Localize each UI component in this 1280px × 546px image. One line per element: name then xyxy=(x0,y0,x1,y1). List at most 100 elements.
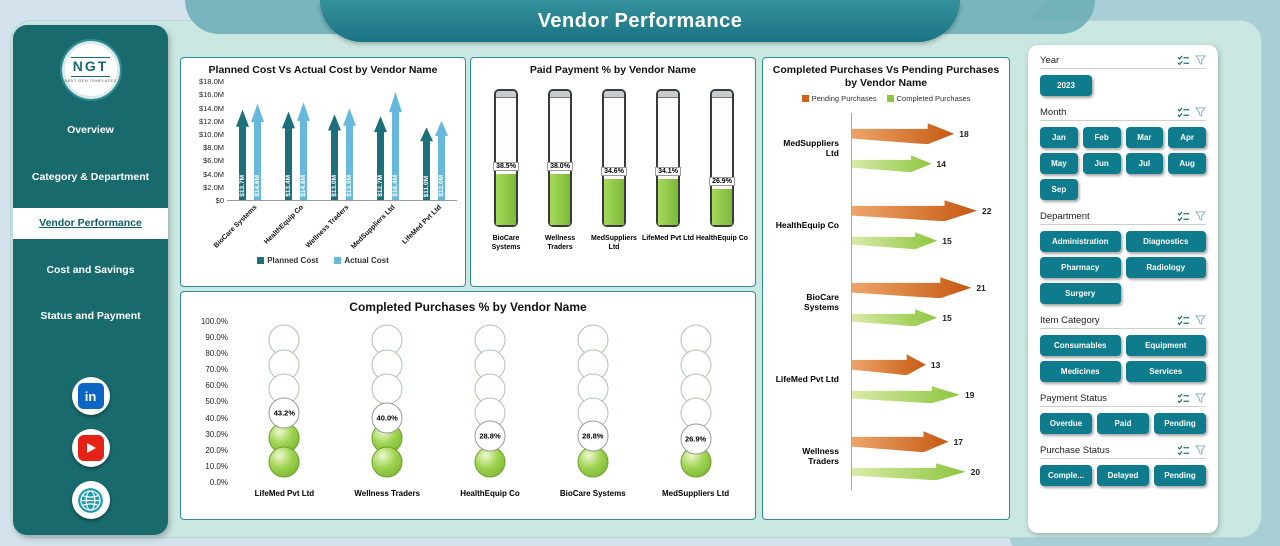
filter-icon[interactable] xyxy=(1195,55,1206,66)
filter-button-feb[interactable]: Feb xyxy=(1082,127,1121,148)
gauge-healthequip-co: 26.9% HealthEquip Co xyxy=(695,89,749,252)
legend-planned-cost: Planned Cost xyxy=(257,256,318,265)
gauge-fill xyxy=(658,179,678,226)
filter-button-overdue[interactable]: Overdue xyxy=(1040,413,1092,434)
slicer-header-icons xyxy=(1177,445,1206,456)
chart-title: Completed Purchases Vs Pending Purchases… xyxy=(772,64,1000,90)
y-axis: 100.0% 90.0% 80.0% 70.0% 60.0% 50.0% 40.0% 30.0… xyxy=(189,317,233,487)
slicer-month: Month Jan Feb Mar Apr May Jun Jul Aug Sep xyxy=(1040,107,1206,200)
multiselect-icon[interactable] xyxy=(1177,107,1190,118)
bar-value-label: $13.9M xyxy=(346,175,353,198)
gauge-cap xyxy=(496,91,516,99)
filter-button-2023[interactable]: 2023 xyxy=(1040,75,1092,96)
slicer-header: Payment Status xyxy=(1040,393,1206,407)
bar-actual-cost: $14.6M xyxy=(251,103,264,201)
multiselect-icon[interactable] xyxy=(1177,393,1190,404)
filter-button-consumables[interactable]: Consumables xyxy=(1040,335,1121,356)
filter-icon[interactable] xyxy=(1195,107,1206,118)
filter-icon[interactable] xyxy=(1195,445,1206,456)
circle-column-biocare-systems: 28.8% xyxy=(541,321,644,483)
filter-button-jan[interactable]: Jan xyxy=(1040,127,1078,148)
slicer-header: Item Category xyxy=(1040,315,1206,329)
logo-subtext: NEXT GEN TEMPLATES xyxy=(64,77,117,83)
slicer-header-icons xyxy=(1177,393,1206,404)
x-tick-label: HealthEquip Co xyxy=(460,489,520,498)
x-tick-label: MedSuppliers Ltd xyxy=(662,489,730,498)
filter-button-administration[interactable]: Administration xyxy=(1040,231,1121,252)
circle-column-healthequip-co: 28.8% xyxy=(439,321,542,483)
social-youtube-button[interactable] xyxy=(71,429,110,467)
social-linkedin-button[interactable]: in xyxy=(71,377,110,415)
slicer-header: Purchase Status xyxy=(1040,445,1206,459)
legend-label: Actual Cost xyxy=(344,256,389,266)
slicer-options: Comple... Delayed Pending xyxy=(1040,465,1206,486)
filter-button-apr[interactable]: Apr xyxy=(1168,127,1206,148)
filled-circle xyxy=(268,446,300,478)
filter-button-sep[interactable]: Sep xyxy=(1040,179,1078,200)
value-label: 20 xyxy=(970,466,981,477)
sidebar-item-status-and-payment[interactable]: Status and Payment xyxy=(40,310,141,323)
chart-title: Paid Payment % by Vendor Name xyxy=(529,64,697,76)
filter-button-may[interactable]: May xyxy=(1040,153,1078,174)
slicer-options: 2023 xyxy=(1040,75,1206,96)
gauge-category-label: MedSuppliers Ltd xyxy=(591,235,637,252)
vendor-row-medsuppliers-ltd: MedSuppliers Ltd 18 14 xyxy=(771,109,1001,186)
chart-completed-purchases-pct: Completed Purchases % by Vendor Name 100… xyxy=(180,291,756,520)
filter-button-mar[interactable]: Mar xyxy=(1125,127,1164,148)
gauge-fill xyxy=(712,189,732,226)
y-tick-label: $6.0M xyxy=(203,156,224,166)
slicer-label: Payment Status xyxy=(1040,393,1108,404)
arrow-completed-purchases xyxy=(852,463,966,481)
sidebar-item-overview[interactable]: Overview xyxy=(67,124,114,136)
axis-line xyxy=(851,113,852,491)
gauge-cap xyxy=(712,91,732,99)
bar-group-medsuppliers-ltd: $12.7M $16.4M xyxy=(365,81,411,201)
filter-icon[interactable] xyxy=(1195,393,1206,404)
legend: Planned Cost Actual Cost xyxy=(189,256,457,265)
plot-area: 43.2% 40.0% 28.8% 28.8% 26.9% xyxy=(233,321,747,483)
arrow-completed-purchases xyxy=(852,309,938,327)
bar-planned-cost: $13.7M xyxy=(236,109,249,201)
chart-planned-vs-actual-cost: Planned Cost Vs Actual Cost by Vendor Na… xyxy=(180,57,466,287)
filter-button-jun[interactable]: Jun xyxy=(1082,153,1121,174)
arrow-pending-purchases xyxy=(852,200,977,222)
page-title: Vendor Performance xyxy=(537,9,743,32)
filter-button-services[interactable]: Services xyxy=(1125,361,1206,382)
filter-button-equipment[interactable]: Equipment xyxy=(1125,335,1206,356)
filter-button-comple[interactable]: Comple... xyxy=(1040,465,1092,486)
y-tick-label: 20.0% xyxy=(205,445,228,455)
gauge-tube: 34.6% xyxy=(601,89,627,228)
filter-button-diagnostics[interactable]: Diagnostics xyxy=(1125,231,1206,252)
multiselect-icon[interactable] xyxy=(1177,315,1190,326)
sidebar-item-category-department[interactable]: Category & Department xyxy=(31,170,150,183)
filter-icon[interactable] xyxy=(1195,315,1206,326)
chart-title: Planned Cost Vs Actual Cost by Vendor Na… xyxy=(208,64,438,76)
sidebar-item-vendor-performance[interactable]: Vendor Performance xyxy=(13,208,168,239)
circle-column-medsuppliers-ltd: 26.9% xyxy=(644,321,747,483)
filter-button-medicines[interactable]: Medicines xyxy=(1040,361,1121,382)
multiselect-icon[interactable] xyxy=(1177,211,1190,222)
filter-button-pending[interactable]: Pending xyxy=(1154,465,1206,486)
sidebar-item-cost-and-savings[interactable]: Cost and Savings xyxy=(46,263,135,276)
filter-button-aug[interactable]: Aug xyxy=(1168,153,1206,174)
multiselect-icon[interactable] xyxy=(1177,55,1190,66)
multiselect-icon[interactable] xyxy=(1177,445,1190,456)
filter-button-radiology[interactable]: Radiology xyxy=(1125,257,1206,278)
slicer-options: Consumables Equipment Medicines Services xyxy=(1040,335,1206,382)
filter-button-pharmacy[interactable]: Pharmacy xyxy=(1040,257,1121,278)
arrow-pending-purchases xyxy=(852,431,949,453)
social-website-button[interactable] xyxy=(71,481,110,519)
y-tick-label: 90.0% xyxy=(205,333,228,343)
bar-value-label: $16.4M xyxy=(392,175,399,198)
gauge-tube: 38.0% xyxy=(547,89,573,228)
slicer-options: Administration Diagnostics Pharmacy Radiolo… xyxy=(1040,231,1206,304)
filter-button-pending[interactable]: Pending xyxy=(1154,413,1206,434)
value-label: 18 xyxy=(959,128,969,139)
filter-button-jul[interactable]: Jul xyxy=(1125,153,1164,174)
gauge-value-label: 34.6% xyxy=(601,166,627,176)
filter-button-paid[interactable]: Paid xyxy=(1097,413,1149,434)
globe-icon xyxy=(78,487,103,513)
filter-button-surgery[interactable]: Surgery xyxy=(1040,283,1121,304)
filter-button-delayed[interactable]: Delayed xyxy=(1097,465,1149,486)
filter-icon[interactable] xyxy=(1195,211,1206,222)
